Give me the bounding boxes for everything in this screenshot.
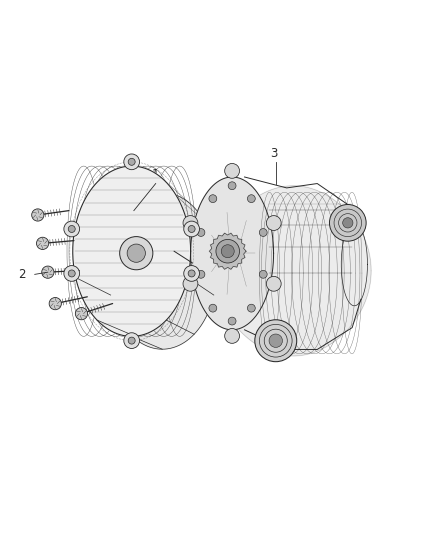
Circle shape [75,308,88,320]
Circle shape [128,337,135,344]
Circle shape [343,217,353,228]
Circle shape [269,334,283,348]
Circle shape [42,266,54,278]
Circle shape [32,209,44,221]
Circle shape [225,328,240,343]
Circle shape [209,195,217,203]
Circle shape [68,225,75,232]
Circle shape [221,245,234,257]
Circle shape [266,216,281,230]
Circle shape [225,164,240,179]
Circle shape [266,276,281,291]
Polygon shape [191,177,274,330]
Circle shape [183,276,198,291]
Circle shape [259,270,267,278]
Circle shape [183,216,198,230]
Circle shape [247,304,255,312]
Circle shape [188,270,195,277]
Circle shape [216,239,240,263]
Circle shape [64,221,80,237]
Circle shape [127,244,145,262]
Circle shape [247,195,255,203]
Text: 1: 1 [152,168,159,181]
Circle shape [228,182,236,190]
Circle shape [184,221,199,237]
Circle shape [188,225,195,232]
Text: 3: 3 [270,147,277,159]
Polygon shape [209,233,246,269]
Circle shape [124,154,140,169]
Circle shape [197,270,205,278]
Circle shape [128,158,135,165]
Circle shape [197,229,205,237]
Circle shape [255,320,297,362]
Circle shape [68,270,75,277]
Circle shape [120,237,153,270]
Text: 2: 2 [18,268,26,281]
Circle shape [228,317,236,325]
Circle shape [64,265,80,281]
Circle shape [329,205,366,241]
Polygon shape [73,166,191,336]
Polygon shape [108,192,216,349]
Circle shape [36,237,49,249]
Circle shape [124,333,140,349]
Circle shape [209,304,217,312]
Circle shape [259,229,267,237]
Polygon shape [215,186,371,356]
Circle shape [184,265,199,281]
Circle shape [49,297,61,310]
